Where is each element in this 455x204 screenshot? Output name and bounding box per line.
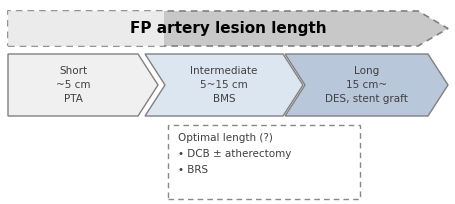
Text: Intermediate
5~15 cm
BMS: Intermediate 5~15 cm BMS xyxy=(190,66,257,104)
Polygon shape xyxy=(284,54,447,116)
Polygon shape xyxy=(8,11,447,46)
Polygon shape xyxy=(8,54,157,116)
Text: • BRS: • BRS xyxy=(177,165,207,175)
Bar xyxy=(8,11,163,46)
FancyBboxPatch shape xyxy=(167,125,359,199)
Text: Short
~5 cm
PTA: Short ~5 cm PTA xyxy=(56,66,90,104)
Text: FP artery lesion length: FP artery lesion length xyxy=(129,21,326,36)
Text: Long
15 cm~
DES, stent graft: Long 15 cm~ DES, stent graft xyxy=(324,66,407,104)
Polygon shape xyxy=(145,54,302,116)
Text: Optimal length (?): Optimal length (?) xyxy=(177,133,272,143)
Text: • DCB ± atherectomy: • DCB ± atherectomy xyxy=(177,149,291,159)
